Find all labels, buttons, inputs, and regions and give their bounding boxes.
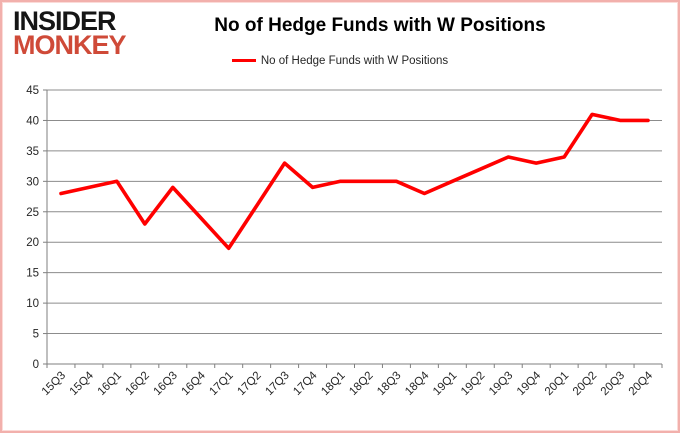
x-axis-label: 19Q4 xyxy=(515,369,544,398)
insider-monkey-logo: INSIDER MONKEY xyxy=(13,6,127,60)
x-axis-label: 18Q1 xyxy=(319,370,347,398)
y-axis-label: 45 xyxy=(26,85,39,97)
legend-line-swatch xyxy=(231,58,256,62)
x-axis-label: 20Q4 xyxy=(627,369,656,398)
y-axis-label: 35 xyxy=(26,146,39,158)
y-axis-label: 30 xyxy=(26,176,39,188)
x-axis-label: 19Q2 xyxy=(459,370,487,398)
x-axis-label: 17Q2 xyxy=(235,370,263,398)
x-axis-label: 15Q3 xyxy=(40,370,68,398)
y-axis-label: 10 xyxy=(26,298,39,310)
y-axis-label: 5 xyxy=(33,329,39,341)
x-axis-label: 16Q2 xyxy=(124,370,152,398)
x-axis-label: 17Q1 xyxy=(207,370,235,398)
logo-text-insider: INSIDER xyxy=(13,6,117,36)
x-axis-label: 18Q2 xyxy=(347,370,375,398)
series-polyline xyxy=(59,112,650,251)
x-axis-label: 19Q1 xyxy=(431,370,459,398)
legend: No of Hedge Funds with W Positions xyxy=(42,55,638,67)
chart-title: No of Hedge Funds with W Positions xyxy=(214,15,546,36)
y-axis-label: 25 xyxy=(26,207,39,219)
x-axis-label: 20Q1 xyxy=(543,370,571,398)
y-axis-label: 20 xyxy=(26,237,39,249)
logo-text-monkey: MONKEY xyxy=(13,29,127,60)
x-axis-label: 17Q4 xyxy=(291,369,320,398)
x-axis-label: 20Q2 xyxy=(571,370,599,398)
x-axis-label: 17Q3 xyxy=(263,370,291,398)
x-axis-label: 18Q3 xyxy=(375,370,403,398)
x-axis-label: 16Q1 xyxy=(96,370,124,398)
x-axis-label: 16Q4 xyxy=(179,369,208,398)
legend-label: No of Hedge Funds with W Positions xyxy=(260,55,449,67)
x-axis-label: 19Q3 xyxy=(487,370,515,398)
x-axis-label: 15Q4 xyxy=(68,369,97,398)
y-axis-label: 15 xyxy=(26,268,39,280)
x-axis-label: 20Q3 xyxy=(599,370,627,398)
x-axis-label: 16Q3 xyxy=(152,370,180,398)
y-axis-label: 40 xyxy=(26,115,39,127)
y-axis-label: 0 xyxy=(33,359,39,371)
x-axis-label: 18Q4 xyxy=(403,369,432,398)
